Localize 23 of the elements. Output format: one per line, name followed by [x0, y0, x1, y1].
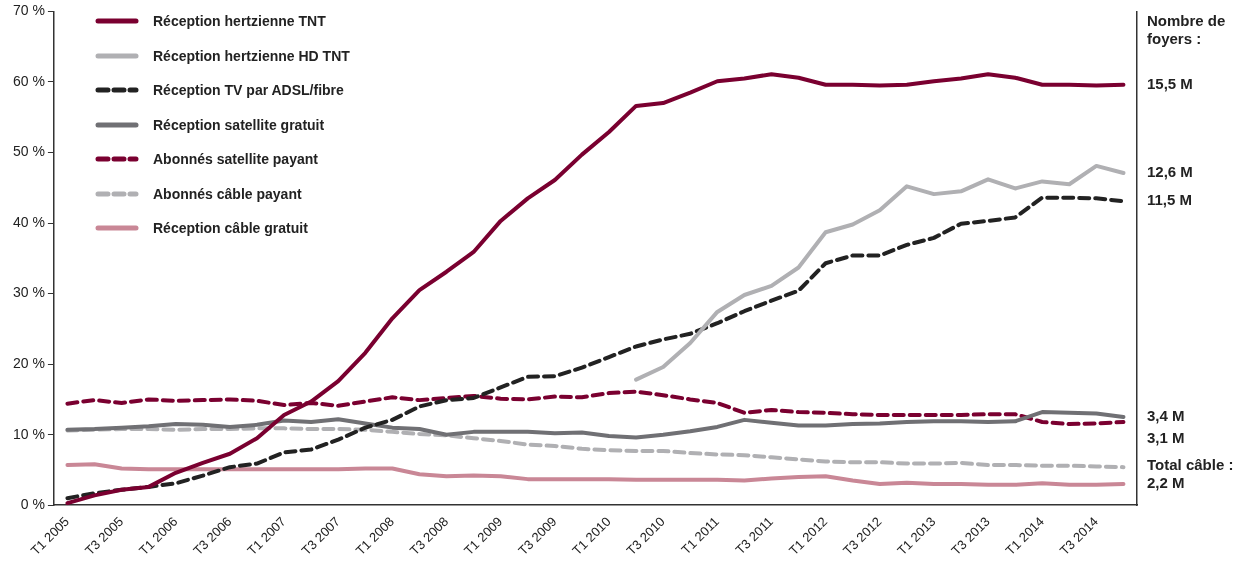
text: Total câble : 2,2 M: [1147, 456, 1234, 492]
text: 11,5 M: [1147, 191, 1193, 209]
y-tick-label: 70 %: [12, 2, 45, 19]
y-tick-label: 30 %: [12, 284, 45, 301]
y-tick-label: 60 %: [12, 72, 45, 89]
y-tick-label: 10 %: [12, 425, 45, 442]
legend-label: Réception hertzienne TNT: [153, 13, 326, 30]
legend-label: Abonnés câble payant: [153, 185, 302, 202]
text: 12,6 M: [1147, 163, 1193, 181]
legend-label: Réception TV par ADSL/fibre: [153, 82, 344, 99]
text: 3,1 M: [1147, 429, 1185, 447]
y-tick-label: 40 %: [12, 213, 45, 230]
line-series: [65, 426, 1126, 470]
legend-label: Abonnés satellite payant: [153, 151, 318, 168]
y-tick-label: 0 %: [20, 496, 45, 513]
y-tick-label: 20 %: [12, 355, 45, 371]
text: Nombre de foyers :: [1147, 11, 1226, 47]
legend-label: Réception hertzienne HD TNT: [153, 47, 350, 64]
legend-label: Réception satellite gratuit: [153, 116, 325, 133]
text: 3,4 M: [1147, 407, 1185, 425]
text: 15,5 M: [1147, 74, 1193, 92]
y-tick-label: 50 %: [12, 143, 45, 160]
legend-label: Réception câble gratuit: [153, 220, 308, 237]
